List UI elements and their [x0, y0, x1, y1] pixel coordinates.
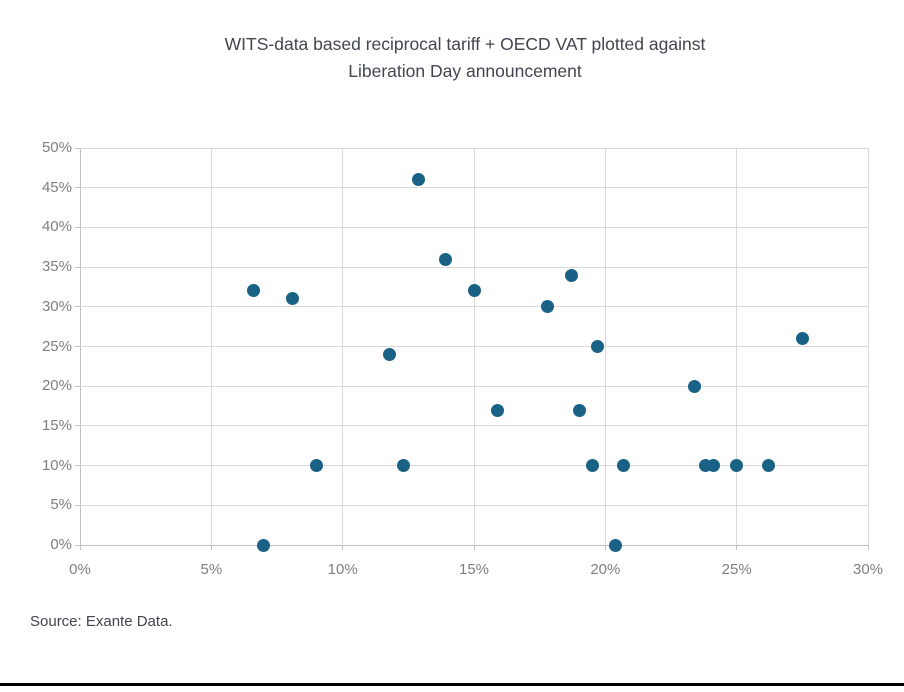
- gridline-horizontal: [80, 147, 868, 149]
- data-point: [761, 459, 775, 473]
- gridline-vertical: [867, 148, 869, 545]
- x-tick-label: 5%: [200, 561, 223, 578]
- x-tick-label: 10%: [327, 561, 358, 578]
- x-axis-tick: [867, 545, 869, 550]
- x-tick-label: 20%: [590, 561, 621, 578]
- gridline-horizontal: [80, 425, 868, 427]
- data-point: [590, 340, 604, 353]
- x-tick-label: 15%: [458, 561, 490, 578]
- data-point: [541, 300, 555, 314]
- data-point: [383, 347, 397, 361]
- x-axis-tick: [342, 545, 344, 550]
- y-tick-label: 15%: [41, 416, 72, 434]
- data-point: [396, 459, 410, 473]
- bottom-divider: [0, 683, 904, 686]
- gridline-horizontal: [80, 504, 868, 506]
- chart-title-line1: WITS-data based reciprocal tariff + OECD…: [224, 34, 706, 54]
- data-point: [564, 268, 578, 282]
- y-tick-label: 5%: [50, 496, 72, 514]
- y-axis-tick: [75, 465, 80, 467]
- y-axis-tick: [75, 346, 80, 347]
- y-axis-tick: [75, 226, 80, 228]
- x-axis-tick: [79, 545, 81, 550]
- x-axis-tick: [210, 545, 212, 550]
- y-tick-label: 40%: [41, 218, 72, 236]
- data-point: [706, 459, 720, 473]
- data-point: [609, 538, 623, 552]
- y-tick-label: 10%: [41, 456, 72, 474]
- source-note: Source: Exante Data.: [30, 613, 173, 630]
- gridline-horizontal: [80, 187, 868, 189]
- data-point: [795, 332, 809, 346]
- data-point: [585, 459, 599, 473]
- x-axis-tick: [473, 545, 475, 550]
- y-axis-tick: [75, 147, 80, 149]
- data-point: [467, 284, 481, 298]
- y-tick-label: 0%: [50, 536, 72, 553]
- y-tick-label: 45%: [41, 178, 72, 196]
- y-tick-label: 30%: [41, 297, 72, 315]
- x-axis-tick: [604, 545, 606, 550]
- y-axis-tick: [75, 544, 80, 546]
- y-axis-tick: [75, 425, 80, 427]
- chart-title: WITS-data based reciprocal tariff + OECD…: [13, 31, 904, 85]
- chart-title-line2: Liberation Day announcement: [348, 61, 582, 81]
- y-axis-tick: [75, 385, 80, 387]
- data-point: [617, 459, 631, 473]
- plot-area: 0% 5% 10% 15% 20% 25% 30% 0% 5% 10% 15% 20% 25% 30% 35…: [42, 139, 883, 578]
- data-point: [688, 379, 702, 393]
- gridline-horizontal: [80, 385, 868, 387]
- gridline-horizontal: [80, 346, 868, 347]
- data-point: [309, 459, 323, 473]
- data-point: [438, 252, 452, 266]
- y-axis-tick: [75, 306, 80, 308]
- gridline-horizontal: [80, 306, 868, 308]
- data-point: [257, 538, 271, 552]
- y-tick-label: 25%: [41, 337, 72, 355]
- x-axis-line: [80, 544, 868, 546]
- x-tick-label: 0%: [69, 561, 91, 578]
- y-axis-tick: [75, 187, 80, 189]
- y-tick-label: 20%: [41, 377, 72, 395]
- x-tick-label: 25%: [721, 561, 752, 578]
- gridline-horizontal: [80, 226, 868, 228]
- data-point: [286, 292, 300, 306]
- gridline-horizontal: [80, 465, 868, 467]
- y-axis-tick: [75, 266, 80, 268]
- y-tick-label: 50%: [41, 139, 72, 156]
- y-axis-tick: [75, 504, 80, 506]
- data-point: [572, 403, 586, 417]
- x-axis-tick: [736, 545, 738, 550]
- x-tick-label: 30%: [852, 561, 884, 578]
- y-tick-label: 35%: [41, 258, 72, 276]
- data-point: [246, 284, 260, 298]
- data-point: [491, 403, 505, 417]
- data-point: [412, 173, 426, 187]
- gridline-horizontal: [80, 266, 868, 268]
- data-point: [730, 459, 744, 473]
